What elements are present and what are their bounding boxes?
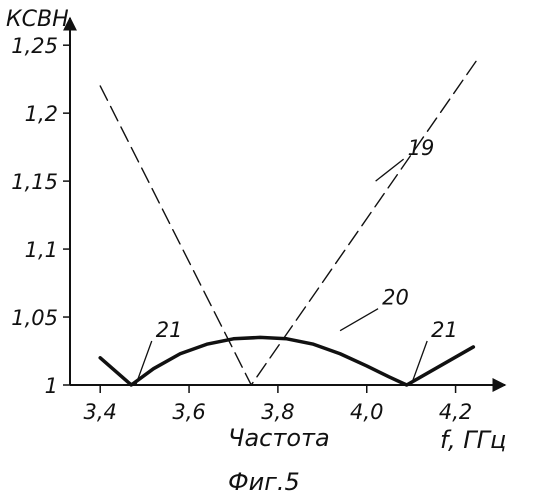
y-tick-label: 1,05 <box>11 306 58 330</box>
x-tick-label: 3,4 <box>84 400 117 424</box>
y-tick-label: 1,25 <box>11 34 58 58</box>
y-tick-label: 1,2 <box>25 102 58 126</box>
annotation-label: 19 <box>408 136 435 160</box>
y-axis-label: КСВН <box>6 7 69 32</box>
annotation-label: 21 <box>156 318 183 342</box>
annotation-layer: 19 20 21 21 <box>136 136 458 385</box>
x-tick-label: 3,6 <box>172 400 205 424</box>
series-line-1 <box>100 337 473 385</box>
annotation-label: 20 <box>382 286 409 310</box>
x-tick-label: 4,2 <box>439 400 472 424</box>
y-tick-label: 1,15 <box>11 170 58 194</box>
y-tick-label: 1,1 <box>25 238 58 262</box>
x-tick-label: 4,0 <box>350 400 383 424</box>
x-axis-label: Частота <box>228 424 330 452</box>
annotation-leader <box>340 309 378 331</box>
x-tick-label: 3,8 <box>261 400 294 424</box>
annotation-label: 21 <box>431 318 458 342</box>
annotation-leader <box>376 159 404 181</box>
figure-caption: Фиг.5 <box>228 468 300 496</box>
annotation-leader <box>136 341 152 385</box>
x-axis-unit-label: f, ГГц <box>440 426 506 454</box>
y-tick-label: 1 <box>45 374 58 398</box>
